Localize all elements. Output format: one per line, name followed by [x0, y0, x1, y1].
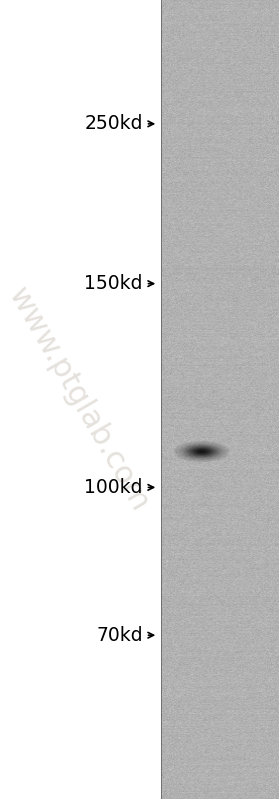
Text: 150kd: 150kd	[84, 274, 143, 293]
Text: www.ptglab.com: www.ptglab.com	[3, 282, 154, 517]
Text: 100kd: 100kd	[84, 478, 143, 497]
Text: 250kd: 250kd	[84, 114, 143, 133]
Text: 70kd: 70kd	[96, 626, 143, 645]
